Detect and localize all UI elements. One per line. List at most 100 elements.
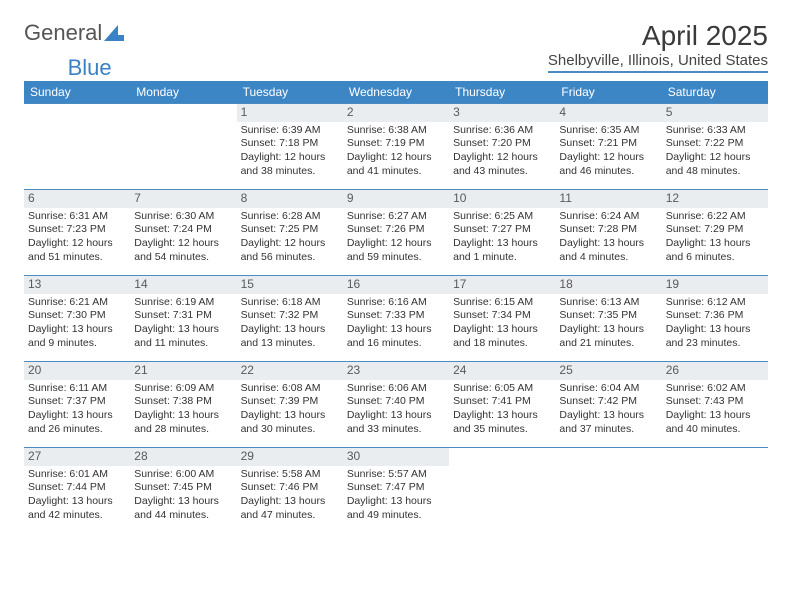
day-number: 16: [343, 276, 449, 294]
daylight-text-2: and 54 minutes.: [134, 251, 232, 265]
sunrise-text: Sunrise: 6:15 AM: [453, 296, 551, 310]
sunrise-text: Sunrise: 6:04 AM: [559, 382, 657, 396]
sunset-text: Sunset: 7:27 PM: [453, 223, 551, 237]
calendar-day-cell: 24Sunrise: 6:05 AMSunset: 7:41 PMDayligh…: [449, 362, 555, 448]
daylight-text-1: Daylight: 13 hours: [559, 323, 657, 337]
daylight-text-2: and 35 minutes.: [453, 423, 551, 437]
daylight-text-2: and 47 minutes.: [241, 509, 339, 523]
daylight-text-1: Daylight: 13 hours: [134, 409, 232, 423]
sunset-text: Sunset: 7:35 PM: [559, 309, 657, 323]
calendar-day-cell: 15Sunrise: 6:18 AMSunset: 7:32 PMDayligh…: [237, 276, 343, 362]
sunrise-text: Sunrise: 6:21 AM: [28, 296, 126, 310]
day-number: 20: [24, 362, 130, 380]
sunrise-text: Sunrise: 6:09 AM: [134, 382, 232, 396]
daylight-text-2: and 16 minutes.: [347, 337, 445, 351]
sunset-text: Sunset: 7:44 PM: [28, 481, 126, 495]
daylight-text-1: Daylight: 13 hours: [28, 323, 126, 337]
daylight-text-2: and 21 minutes.: [559, 337, 657, 351]
calendar-table: SundayMondayTuesdayWednesdayThursdayFrid…: [24, 81, 768, 534]
day-number: 13: [24, 276, 130, 294]
day-number: 24: [449, 362, 555, 380]
calendar-day-cell: 4Sunrise: 6:35 AMSunset: 7:21 PMDaylight…: [555, 104, 661, 190]
daylight-text-1: Daylight: 13 hours: [666, 409, 764, 423]
weekday-header: Tuesday: [237, 81, 343, 104]
daylight-text-2: and 56 minutes.: [241, 251, 339, 265]
sunrise-text: Sunrise: 6:13 AM: [559, 296, 657, 310]
logo-text-blue: Blue: [68, 55, 112, 81]
day-number: 22: [237, 362, 343, 380]
sunset-text: Sunset: 7:47 PM: [347, 481, 445, 495]
sunset-text: Sunset: 7:38 PM: [134, 395, 232, 409]
sunset-text: Sunset: 7:23 PM: [28, 223, 126, 237]
day-number: 8: [237, 190, 343, 208]
calendar-week-row: 20Sunrise: 6:11 AMSunset: 7:37 PMDayligh…: [24, 362, 768, 448]
sunset-text: Sunset: 7:46 PM: [241, 481, 339, 495]
weekday-header: Monday: [130, 81, 236, 104]
daylight-text-1: Daylight: 13 hours: [666, 237, 764, 251]
sunrise-text: Sunrise: 6:28 AM: [241, 210, 339, 224]
day-number: 9: [343, 190, 449, 208]
sunrise-text: Sunrise: 6:31 AM: [28, 210, 126, 224]
day-number: 5: [662, 104, 768, 122]
calendar-empty-cell: [130, 104, 236, 190]
daylight-text-1: Daylight: 12 hours: [347, 237, 445, 251]
daylight-text-2: and 49 minutes.: [347, 509, 445, 523]
day-number: 1: [237, 104, 343, 122]
day-number: 26: [662, 362, 768, 380]
day-number: 25: [555, 362, 661, 380]
calendar-day-cell: 14Sunrise: 6:19 AMSunset: 7:31 PMDayligh…: [130, 276, 236, 362]
daylight-text-1: Daylight: 13 hours: [347, 409, 445, 423]
calendar-day-cell: 7Sunrise: 6:30 AMSunset: 7:24 PMDaylight…: [130, 190, 236, 276]
calendar-day-cell: 1Sunrise: 6:39 AMSunset: 7:18 PMDaylight…: [237, 104, 343, 190]
daylight-text-1: Daylight: 13 hours: [453, 237, 551, 251]
sunrise-text: Sunrise: 6:18 AM: [241, 296, 339, 310]
daylight-text-1: Daylight: 13 hours: [453, 409, 551, 423]
sunrise-text: Sunrise: 6:39 AM: [241, 124, 339, 138]
sunrise-text: Sunrise: 6:05 AM: [453, 382, 551, 396]
sunrise-text: Sunrise: 6:25 AM: [453, 210, 551, 224]
sunrise-text: Sunrise: 6:33 AM: [666, 124, 764, 138]
sunrise-text: Sunrise: 6:30 AM: [134, 210, 232, 224]
weekday-header: Friday: [555, 81, 661, 104]
calendar-day-cell: 29Sunrise: 5:58 AMSunset: 7:46 PMDayligh…: [237, 448, 343, 534]
daylight-text-1: Daylight: 13 hours: [28, 495, 126, 509]
sunrise-text: Sunrise: 6:16 AM: [347, 296, 445, 310]
daylight-text-1: Daylight: 12 hours: [347, 151, 445, 165]
daylight-text-2: and 59 minutes.: [347, 251, 445, 265]
daylight-text-1: Daylight: 12 hours: [666, 151, 764, 165]
daylight-text-2: and 42 minutes.: [28, 509, 126, 523]
sunset-text: Sunset: 7:45 PM: [134, 481, 232, 495]
calendar-day-cell: 23Sunrise: 6:06 AMSunset: 7:40 PMDayligh…: [343, 362, 449, 448]
daylight-text-1: Daylight: 12 hours: [241, 237, 339, 251]
daylight-text-1: Daylight: 13 hours: [666, 323, 764, 337]
day-number: 21: [130, 362, 236, 380]
calendar-empty-cell: [662, 448, 768, 534]
daylight-text-1: Daylight: 13 hours: [241, 495, 339, 509]
weekday-header: Wednesday: [343, 81, 449, 104]
calendar-day-cell: 9Sunrise: 6:27 AMSunset: 7:26 PMDaylight…: [343, 190, 449, 276]
daylight-text-1: Daylight: 13 hours: [559, 237, 657, 251]
daylight-text-2: and 41 minutes.: [347, 165, 445, 179]
daylight-text-2: and 51 minutes.: [28, 251, 126, 265]
daylight-text-2: and 44 minutes.: [134, 509, 232, 523]
sunrise-text: Sunrise: 6:22 AM: [666, 210, 764, 224]
calendar-day-cell: 3Sunrise: 6:36 AMSunset: 7:20 PMDaylight…: [449, 104, 555, 190]
calendar-day-cell: 19Sunrise: 6:12 AMSunset: 7:36 PMDayligh…: [662, 276, 768, 362]
daylight-text-2: and 26 minutes.: [28, 423, 126, 437]
calendar-day-cell: 2Sunrise: 6:38 AMSunset: 7:19 PMDaylight…: [343, 104, 449, 190]
sunset-text: Sunset: 7:31 PM: [134, 309, 232, 323]
calendar-day-cell: 27Sunrise: 6:01 AMSunset: 7:44 PMDayligh…: [24, 448, 130, 534]
calendar-day-cell: 13Sunrise: 6:21 AMSunset: 7:30 PMDayligh…: [24, 276, 130, 362]
day-number: 2: [343, 104, 449, 122]
daylight-text-1: Daylight: 13 hours: [559, 409, 657, 423]
daylight-text-1: Daylight: 13 hours: [134, 323, 232, 337]
sunset-text: Sunset: 7:42 PM: [559, 395, 657, 409]
day-number: 18: [555, 276, 661, 294]
sunrise-text: Sunrise: 6:02 AM: [666, 382, 764, 396]
daylight-text-2: and 4 minutes.: [559, 251, 657, 265]
daylight-text-1: Daylight: 13 hours: [241, 323, 339, 337]
calendar-day-cell: 5Sunrise: 6:33 AMSunset: 7:22 PMDaylight…: [662, 104, 768, 190]
daylight-text-2: and 40 minutes.: [666, 423, 764, 437]
daylight-text-2: and 9 minutes.: [28, 337, 126, 351]
sunset-text: Sunset: 7:19 PM: [347, 137, 445, 151]
